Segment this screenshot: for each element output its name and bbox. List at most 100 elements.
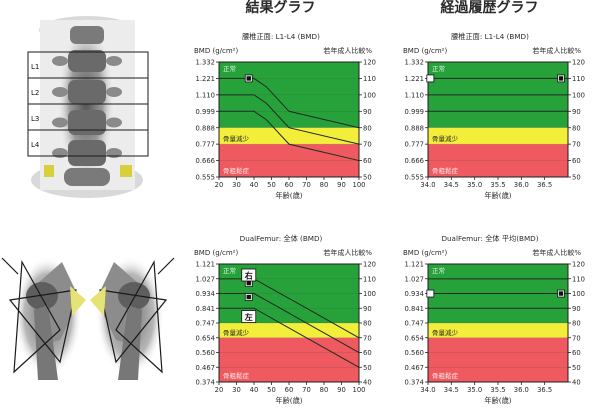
y-tick-label: 1.110	[405, 91, 424, 99]
vertebra-process	[52, 117, 68, 128]
y2-tick-label: 110	[363, 275, 376, 283]
y2-tick-label: 90	[572, 305, 581, 313]
y-tick-label: 0.777	[405, 141, 424, 149]
x-tick-label: 34.0	[420, 386, 435, 394]
y-tick-label: 1.121	[405, 261, 424, 269]
chart-subtitle: 腰椎正面: L1-L4 (BMD)	[451, 32, 529, 41]
patient-marker-core	[246, 280, 251, 286]
y2-tick-label: 40	[363, 379, 372, 387]
vertebra-label: L3	[31, 115, 39, 123]
y2-tick-label: 110	[572, 75, 585, 83]
x-tick-label: 20	[215, 386, 224, 394]
scan-column: L1 L2 L3 L4	[0, 0, 176, 411]
x-tick-label: 30	[232, 386, 241, 394]
history-marker	[426, 74, 435, 83]
y2-tick-label: 70	[363, 334, 372, 342]
y-tick-label: 0.374	[405, 379, 424, 387]
vertebra-label: L4	[31, 141, 40, 149]
plot-frame	[427, 263, 569, 383]
zone-label: 骨量減少	[432, 328, 459, 337]
y-tick-label: 1.221	[196, 75, 215, 83]
y-tick-label: 0.777	[196, 141, 215, 149]
y-tick-label: 0.666	[196, 157, 215, 165]
zone-1	[428, 323, 568, 338]
y2-tick-label: 120	[363, 261, 376, 269]
y2-tick-label: 120	[572, 59, 585, 67]
y-tick-label: 1.221	[405, 75, 424, 83]
y2-tick-label: 90	[572, 108, 581, 116]
y2-tick-label: 100	[363, 91, 376, 99]
zone-1	[219, 323, 359, 338]
y-tick-label: 0.654	[196, 334, 215, 342]
zone-label: 正常	[432, 266, 445, 275]
x-tick-label: 60	[285, 181, 294, 189]
y-tick-label: 0.888	[196, 124, 215, 132]
y-axis-label: BMD (g/cm²)	[194, 249, 238, 257]
y-tick-label: 0.467	[196, 364, 215, 372]
x-tick-label: 36.5	[537, 386, 552, 394]
y2-tick-label: 120	[363, 59, 376, 67]
x-tick-label: 35.0	[467, 181, 482, 189]
y-tick-label: 0.560	[405, 349, 424, 357]
x-tick-label: 36.0	[514, 181, 529, 189]
right-hip-scan	[1, 256, 86, 380]
side-tag-label: 左	[244, 312, 253, 322]
y-tick-label: 0.934	[405, 290, 424, 298]
zone-label: 骨粗鬆症	[223, 166, 250, 175]
y2-axis-label: 若年成人比較%	[323, 248, 372, 257]
patient-marker-core	[246, 76, 251, 81]
y2-tick-label: 50	[363, 174, 372, 182]
y2-tick-label: 120	[572, 261, 585, 269]
y2-tick-label: 80	[363, 124, 372, 132]
y2-tick-label: 90	[363, 108, 372, 116]
x-tick-label: 40	[250, 386, 259, 394]
y2-tick-label: 60	[572, 349, 581, 357]
y2-axis-label: 若年成人比較%	[532, 46, 581, 55]
left-hip-scan	[90, 256, 175, 380]
vertebra-body	[68, 140, 106, 166]
zone-1	[219, 127, 359, 145]
vertebra-label: L2	[31, 89, 39, 97]
y-tick-label: 0.747	[405, 320, 424, 328]
y2-tick-label: 110	[363, 75, 376, 83]
x-tick-label: 34.5	[444, 181, 459, 189]
y-tick-label: 0.374	[196, 379, 215, 387]
x-tick-label: 20	[215, 181, 224, 189]
vertebra-body	[68, 110, 106, 135]
history-marker	[426, 289, 435, 298]
y2-tick-label: 40	[572, 379, 581, 387]
y-tick-label: 1.121	[196, 261, 215, 269]
x-axis-label: 年齢(歳)	[275, 396, 302, 405]
x-tick-label: 34.5	[444, 386, 459, 394]
femur-history-plot: DualFemur: 全体 平均(BMD) BMD (g/cm²) 若年成人比較% 正…	[403, 234, 585, 405]
reference-curve-2	[219, 307, 360, 368]
zone-label: 骨粗鬆症	[432, 166, 459, 175]
x-tick-label: 70	[302, 386, 311, 394]
sacrum	[64, 168, 110, 186]
y-tick-label: 0.999	[196, 108, 215, 116]
vertebra-body	[70, 26, 104, 44]
y2-axis-label: 若年成人比較%	[532, 248, 581, 257]
plot-frame	[218, 61, 360, 178]
y2-tick-label: 60	[572, 157, 581, 165]
vertebra-process	[106, 87, 122, 97]
x-tick-label: 90	[337, 181, 346, 189]
vertebra-roi-box	[27, 129, 149, 157]
y-tick-label: 0.841	[405, 305, 424, 313]
y2-tick-label: 50	[572, 174, 581, 182]
x-tick-label: 36.5	[537, 181, 552, 189]
chart-subtitle: 腰椎正面: L1-L4 (BMD)	[242, 32, 320, 41]
chart-heading: 結果グラフ	[245, 0, 316, 16]
vertebra-body	[68, 80, 106, 104]
y2-tick-label: 100	[363, 290, 376, 298]
x-tick-label: 36.0	[514, 386, 529, 394]
y-tick-label: 0.888	[405, 124, 424, 132]
spine-marker	[120, 165, 132, 177]
patient-marker-core	[558, 291, 564, 296]
y-axis-label: BMD (g/cm²)	[403, 47, 447, 55]
vertebra-process	[106, 117, 122, 128]
x-tick-label: 35.5	[490, 181, 505, 189]
x-tick-label: 100	[353, 386, 366, 394]
scan-images: L1 L2 L3 L4	[1, 16, 175, 380]
lumbar-result-plot: 腰椎正面: L1-L4 (BMD) BMD (g/cm²) 若年成人比較% 正常骨量減…	[194, 32, 376, 200]
